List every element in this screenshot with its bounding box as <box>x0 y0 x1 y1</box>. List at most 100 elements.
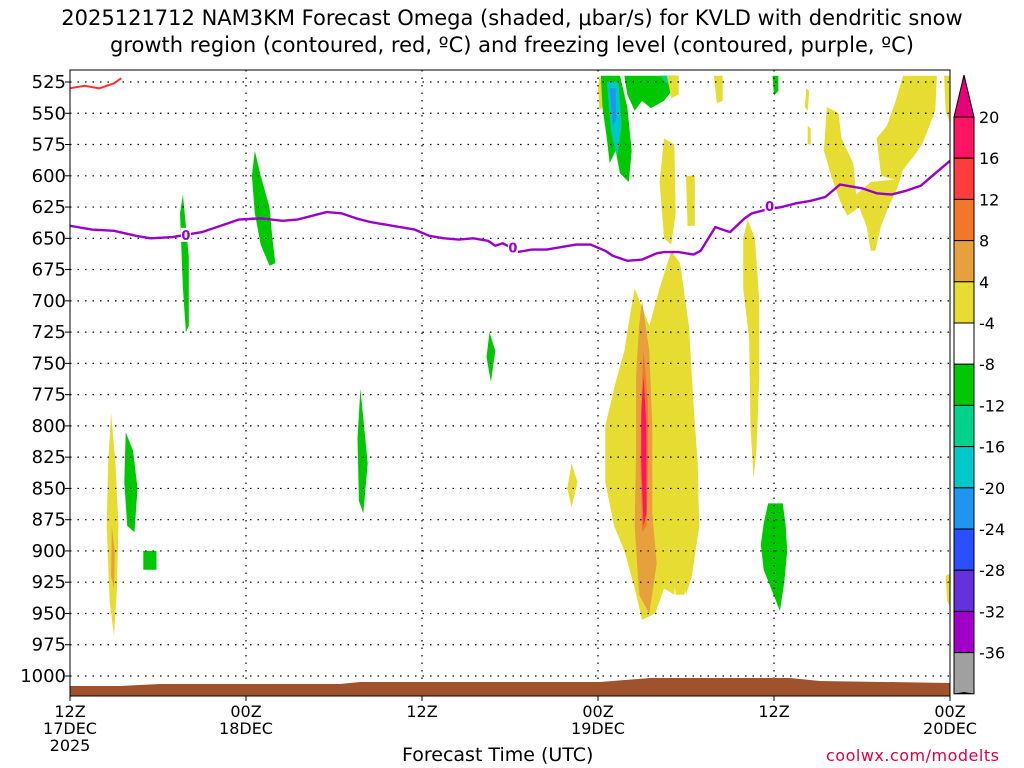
omega-region-y6 <box>686 175 695 226</box>
colorbar-label-2: 12 <box>979 190 999 209</box>
omega-region-y3 <box>598 75 603 111</box>
chart-title-line-2: growth region (contoured, red, ºC) and f… <box>110 33 914 57</box>
colorbar-label-0: 20 <box>979 108 999 127</box>
xtick-label-60-1: 00Z <box>934 702 965 721</box>
ytick-label-625: 625 <box>32 197 66 218</box>
omega-region-y12 <box>823 75 937 251</box>
ytick-label-550: 550 <box>32 103 66 124</box>
plot-frame <box>69 69 951 697</box>
colorbar-swatch-6 <box>953 363 975 406</box>
colorbar-label-9: -20 <box>979 479 1005 498</box>
colorbar-swatch-2 <box>953 198 975 242</box>
colorbar-label-6: -8 <box>979 355 995 374</box>
freezing-level-label-1: 0 <box>508 241 517 256</box>
contour-layer: 0 0 0 <box>70 77 950 262</box>
ytick-label-900: 900 <box>32 541 66 562</box>
colorbar-label-4: 4 <box>979 273 989 292</box>
colorbar-bottom-arrow <box>954 692 974 694</box>
colorbar-label-1: 16 <box>979 149 999 168</box>
colorbar-legend: 20 16 12 8 4 -4 -8 -12 -16 -20 -24 -28 -32 -36 <box>953 74 1005 695</box>
ytick-label-975: 975 <box>32 635 66 656</box>
ytick-label-850: 850 <box>32 478 66 499</box>
freezing-level-label-2: 0 <box>765 200 774 215</box>
xtick-label-60-2: 20DEC <box>923 719 977 738</box>
colorbar-swatch-5 <box>953 322 975 365</box>
credit-text: coolwx.com/modelts <box>826 746 1000 765</box>
colorbar-label-13: -36 <box>979 644 1005 663</box>
ytick-label-650: 650 <box>32 228 66 249</box>
omega-region-y10 <box>804 88 810 111</box>
omega-region-y13 <box>944 75 950 124</box>
ytick-label-800: 800 <box>32 416 66 437</box>
xtick-label-36-1: 00Z <box>582 702 613 721</box>
xtick-label-48-1: 12Z <box>758 702 789 721</box>
colorbar-swatch-10 <box>953 528 975 571</box>
ytick-label-725: 725 <box>32 322 66 343</box>
ytick-label-675: 675 <box>32 260 66 281</box>
colorbar-label-5: -4 <box>979 314 995 333</box>
ytick-label-1000: 1000 <box>20 666 66 687</box>
omega-region-c3 <box>609 88 617 126</box>
colorbar-label-10: -24 <box>979 520 1005 539</box>
y-axis-ticks: 525 550 575 600 625 650 675 700 725 750 775 800 825 8… <box>20 72 70 687</box>
omega-region-g6 <box>486 332 496 383</box>
xtick-label-24-1: 12Z <box>406 702 437 721</box>
xtick-label-12-2: 18DEC <box>219 719 273 738</box>
ytick-label-750: 750 <box>32 353 66 374</box>
colorbar-label-12: -32 <box>979 602 1005 621</box>
xtick-label-12-1: 00Z <box>230 702 261 721</box>
xtick-label-36-2: 19DEC <box>571 719 625 738</box>
colorbar-swatch-11 <box>953 569 975 612</box>
omega-region-g2 <box>251 150 276 266</box>
colorbar-swatch-0 <box>953 116 975 159</box>
omega-region-g4 <box>143 550 157 570</box>
ytick-label-875: 875 <box>32 510 66 531</box>
ytick-label-700: 700 <box>32 291 66 312</box>
ytick-label-525: 525 <box>32 72 66 93</box>
colorbar-swatch-9 <box>953 487 975 530</box>
colorbar-swatch-1 <box>953 157 975 200</box>
plot-background <box>70 70 950 696</box>
xtick-label-0-1: 12Z <box>54 702 85 721</box>
ytick-label-825: 825 <box>32 447 66 468</box>
omega-region-y2 <box>567 463 578 508</box>
ytick-label-600: 600 <box>32 166 66 187</box>
omega-region-g3 <box>124 432 138 533</box>
omega-region-g7 <box>624 75 679 111</box>
omega-region-g5 <box>357 388 368 514</box>
freezing-level-label-bg-1 <box>507 240 518 255</box>
freezing-level-label-bg-0 <box>180 227 191 242</box>
ytick-label-950: 950 <box>32 603 66 624</box>
x-axis-title: Forecast Time (UTC) <box>402 744 594 766</box>
omega-region-y8 <box>666 75 679 99</box>
colorbar-swatch-13 <box>953 652 975 695</box>
colorbar-label-8: -16 <box>979 438 1005 457</box>
colorbar-label-11: -28 <box>979 561 1005 580</box>
omega-region-y4p <box>641 375 647 526</box>
colorbar-label-7: -12 <box>979 396 1005 415</box>
xtick-label-0-3: 2025 <box>50 736 91 755</box>
freezing-level-label-0: 0 <box>181 229 190 244</box>
chart-title-line-1: 2025121712 NAM3KM Forecast Omega (shaded… <box>61 6 963 30</box>
ytick-label-775: 775 <box>32 385 66 406</box>
omega-region-y1o <box>111 525 115 589</box>
colorbar-top-arrow <box>953 74 975 118</box>
colorbar-swatch-12 <box>953 610 975 654</box>
colorbar-swatch-4 <box>953 281 975 324</box>
omega-region-y11 <box>807 125 811 145</box>
terrain-layer <box>70 678 950 696</box>
colorbar-swatch-3 <box>953 240 975 283</box>
ytick-label-575: 575 <box>32 135 66 156</box>
ytick-label-925: 925 <box>32 572 66 593</box>
omega-region-g8 <box>772 75 779 96</box>
omega-region-y1 <box>106 413 119 636</box>
freezing-level-label-bg-2 <box>764 199 775 214</box>
omega-region-y15 <box>672 525 691 595</box>
omega-region-g9 <box>760 503 788 611</box>
omega-region-y7 <box>743 219 760 479</box>
omega-shading-layer <box>106 75 950 636</box>
terrain-fill <box>70 678 950 696</box>
freezing-level-line <box>70 159 950 262</box>
